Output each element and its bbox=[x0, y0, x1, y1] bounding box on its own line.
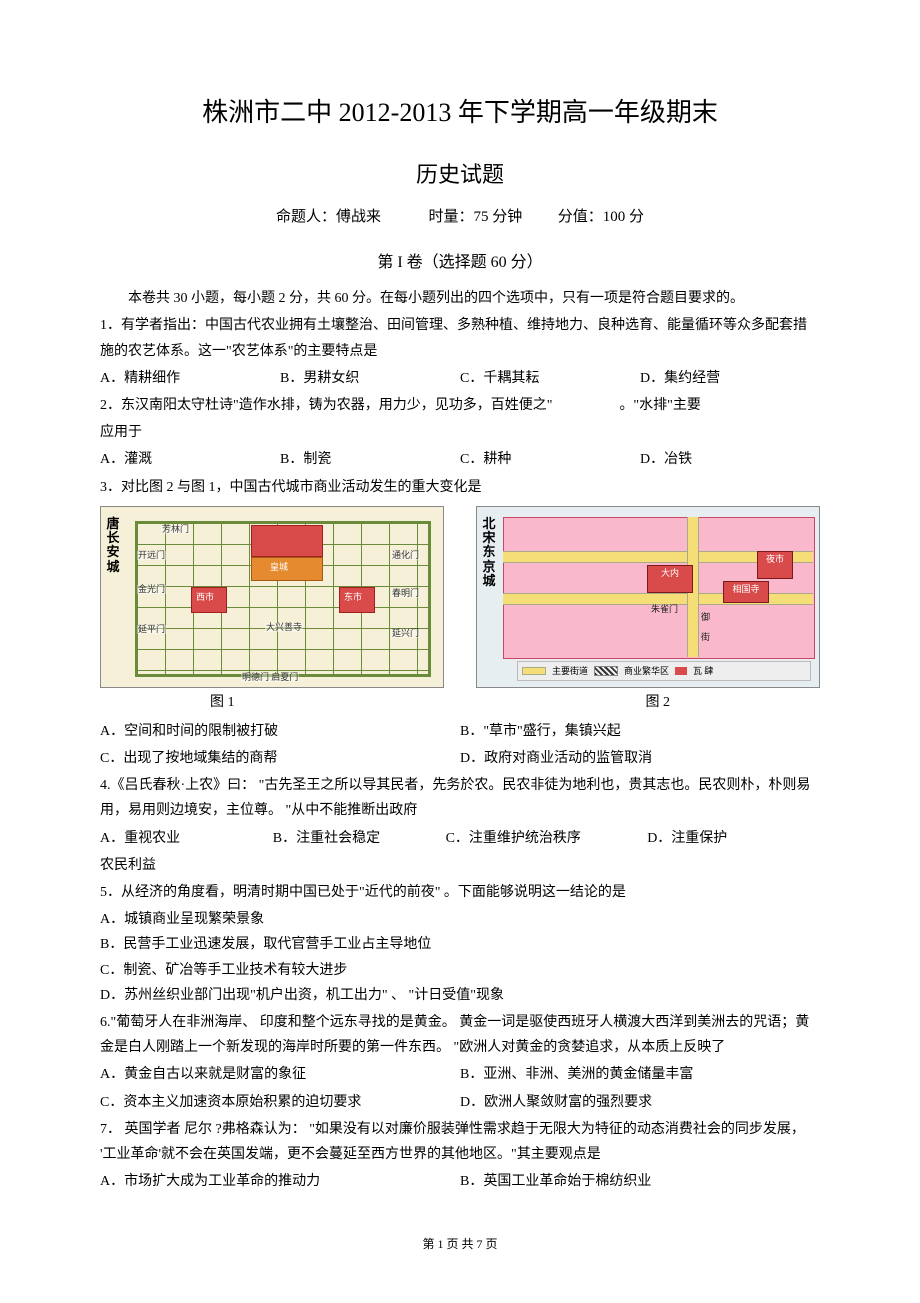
map-row: 唐长安城 芳林门 开远门 金光门 延平门 西市 皇城 通化门 春明门 延兴门 东… bbox=[100, 506, 820, 688]
legend-zone-swatch bbox=[594, 666, 618, 676]
q1-stem: 1．有学者指出：中国古代农业拥有土壤整治、田间管理、多熟种植、维持地力、良种选育… bbox=[100, 313, 820, 363]
map2-lbl-zhuque: 朱雀门 bbox=[651, 605, 678, 614]
q4-opt-a: A．重视农业 bbox=[100, 826, 273, 851]
score-label: 分值：100 分 bbox=[558, 209, 644, 225]
q2-opt-d: D．冶铁 bbox=[640, 447, 820, 472]
q3-opt-b: B．"草市"盛行，集镇兴起 bbox=[460, 719, 820, 744]
map2-xiangsi: 相国寺 bbox=[723, 581, 769, 603]
q3-options-cd: C．出现了按地域集结的商帮 D．政府对商业活动的监管取消 bbox=[100, 746, 820, 771]
q4-opt-d: D．注重保护 bbox=[647, 826, 820, 851]
map2-title: 北宋东京城 bbox=[481, 517, 497, 588]
q6-opt-a: A．黄金自古以来就是财富的象征 bbox=[100, 1062, 460, 1087]
q2-opt-a: A．灌溉 bbox=[100, 447, 280, 472]
intro-text: 本卷共 30 小题，每小题 2 分，共 60 分。在每小题列出的四个选项中，只有… bbox=[100, 286, 820, 311]
q7-options-ab: A．市场扩大成为工业革命的推动力 B．英国工业革命始于棉纺织业 bbox=[100, 1169, 820, 1194]
q7-stem: 7． 英国学者 尼尔 ?弗格森认为： "如果没有以对廉价服装弹性需求趋于无限大为… bbox=[100, 1117, 820, 1167]
legend-road-swatch bbox=[522, 667, 546, 675]
exam-page: 株洲市二中 2012-2013 年下学期高一年级期末 历史试题 命题人：傅战来 … bbox=[0, 0, 920, 1296]
q2-options: A．灌溉 B．制瓷 C．耕种 D．冶铁 bbox=[100, 447, 820, 472]
meta-line: 命题人：傅战来 时量：75 分钟 分值：100 分 bbox=[100, 204, 820, 231]
q3-stem: 3．对比图 2 与图 1，中国古代城市商业活动发生的重大变化是 bbox=[100, 475, 820, 500]
author-label: 命题人：傅战来 bbox=[276, 209, 381, 225]
q1-opt-b: B．男耕女织 bbox=[280, 366, 460, 391]
page-footer: 第 1 页 共 7 页 bbox=[100, 1234, 820, 1256]
q6-opt-d: D．欧洲人聚敛财富的强烈要求 bbox=[460, 1090, 820, 1115]
map1-lbl-fanglin: 芳林门 bbox=[161, 525, 190, 534]
legend-road-label: 主要街道 bbox=[552, 663, 588, 679]
q3-opt-c: C．出现了按地域集结的商帮 bbox=[100, 746, 460, 771]
map1-lbl-yanxing: 延兴门 bbox=[391, 629, 420, 638]
q1-opt-c: C．千耦其耘 bbox=[460, 366, 640, 391]
map2-danei: 大内 bbox=[647, 565, 693, 593]
q2-opt-b: B．制瓷 bbox=[280, 447, 460, 472]
q6-opt-c: C．资本主义加速资本原始积累的迫切要求 bbox=[100, 1090, 460, 1115]
legend-wa-swatch bbox=[675, 667, 687, 675]
q3-opt-a: A．空间和时间的限制被打破 bbox=[100, 719, 460, 744]
q1-opt-a: A．精耕细作 bbox=[100, 366, 280, 391]
time-label: 时量：75 分钟 bbox=[428, 209, 522, 225]
map2-caption: 图 2 bbox=[646, 690, 671, 715]
map1-lbl-chunming: 春明门 bbox=[391, 589, 420, 598]
q5-stem: 5．从经济的角度看，明清时期中国已处于"近代的前夜" 。下面能够说明这一结论的是 bbox=[100, 880, 820, 905]
map-captions: 图 1 图 2 bbox=[100, 690, 820, 715]
legend-zone-label: 商业繁华区 bbox=[624, 663, 669, 679]
map1-lbl-tonghua: 通化门 bbox=[391, 551, 420, 560]
q3-opt-d: D．政府对商业活动的监管取消 bbox=[460, 746, 820, 771]
q4-opt-c: C．注重维护统治秩序 bbox=[446, 826, 648, 851]
section-header: 第 I 卷（选择题 60 分） bbox=[100, 249, 820, 278]
q5-opt-d: D．苏州丝织业部门出现"机户出资，机工出力" 、 "计日受值"现象 bbox=[100, 983, 820, 1008]
map1-lbl-kaiyuan: 开远门 bbox=[137, 551, 166, 560]
q5-options: A．城镇商业呈现繁荣景象 B．民营手工业迅速发展，取代官营手工业占主导地位 C．… bbox=[100, 907, 820, 1008]
map1-title: 唐长安城 bbox=[105, 517, 121, 574]
map1: 唐长安城 芳林门 开远门 金光门 延平门 西市 皇城 通化门 春明门 延兴门 东… bbox=[100, 506, 444, 688]
map1-lbl-yanping: 延平门 bbox=[137, 625, 166, 634]
q4-options: A．重视农业 B．注重社会稳定 C．注重维护统治秩序 D．注重保护 bbox=[100, 826, 820, 851]
legend-wa-label: 瓦 肆 bbox=[693, 663, 713, 679]
q4-opt-b: B．注重社会稳定 bbox=[273, 826, 446, 851]
map1-lbl-mingde: 明德门 启夏门 bbox=[241, 673, 299, 682]
map1-lbl-xishi: 西市 bbox=[195, 593, 215, 602]
map2-lbl-jie: 街 bbox=[701, 633, 710, 642]
q6-options-cd: C．资本主义加速资本原始积累的迫切要求 D．欧洲人聚敛财富的强烈要求 bbox=[100, 1090, 820, 1115]
q1-opt-d: D．集约经营 bbox=[640, 366, 820, 391]
q2-stem-c: 应用于 bbox=[100, 420, 820, 445]
q6-opt-b: B．亚洲、非洲、美洲的黄金储量丰富 bbox=[460, 1062, 820, 1087]
q5-opt-b: B．民营手工业迅速发展，取代官营手工业占主导地位 bbox=[100, 932, 820, 957]
q2-stem-a: 2．东汉南阳太守杜诗"造作水排，铸为农器，用力少，见功多，百姓便之" bbox=[100, 398, 552, 413]
map2-yeshi: 夜市 bbox=[757, 551, 793, 579]
q6-stem: 6."葡萄牙人在非洲海岸、 印度和整个远东寻找的是黄金。 黄金一词是驱使西班牙人… bbox=[100, 1010, 820, 1060]
map1-caption: 图 1 bbox=[210, 690, 235, 715]
q2-opt-c: C．耕种 bbox=[460, 447, 640, 472]
title-sub: 历史试题 bbox=[100, 155, 820, 195]
q4-opt-d-cont: 农民利益 bbox=[100, 853, 820, 878]
q6-options-ab: A．黄金自古以来就是财富的象征 B．亚洲、非洲、美洲的黄金储量丰富 bbox=[100, 1062, 820, 1087]
q1-options: A．精耕细作 B．男耕女织 C．千耦其耘 D．集约经营 bbox=[100, 366, 820, 391]
map1-lbl-huangcheng: 皇城 bbox=[269, 563, 289, 572]
map1-lbl-dongshi: 东市 bbox=[343, 593, 363, 602]
map2: 北宋东京城 大内 夜市 相国寺 朱雀门 御 街 主要街道 商业繁华区 瓦 肆 bbox=[476, 506, 820, 688]
q7-opt-b: B．英国工业革命始于棉纺织业 bbox=[460, 1169, 820, 1194]
map1-lbl-jinguang: 金光门 bbox=[137, 585, 166, 594]
q2-stem-b: 。"水排"主要 bbox=[619, 398, 700, 413]
title-main: 株洲市二中 2012-2013 年下学期高一年级期末 bbox=[100, 90, 820, 137]
q5-opt-a: A．城镇商业呈现繁荣景象 bbox=[100, 907, 820, 932]
map2-legend: 主要街道 商业繁华区 瓦 肆 bbox=[517, 661, 811, 681]
q5-opt-c: C．制瓷、矿冶等手工业技术有较大进步 bbox=[100, 958, 820, 983]
map1-palace bbox=[251, 525, 323, 557]
q2-stem: 2．东汉南阳太守杜诗"造作水排，铸为农器，用力少，见功多，百姓便之" 。"水排"… bbox=[100, 393, 820, 418]
q3-options-ab: A．空间和时间的限制被打破 B．"草市"盛行，集镇兴起 bbox=[100, 719, 820, 744]
q4-stem: 4.《吕氏春秋·上农》曰： "古先圣王之所以导其民者，先务於农。民农非徒为地利也… bbox=[100, 773, 820, 823]
map1-lbl-daxingshan: 大兴善寺 bbox=[265, 623, 303, 632]
map2-lbl-yu: 御 bbox=[701, 613, 710, 622]
q7-opt-a: A．市场扩大成为工业革命的推动力 bbox=[100, 1169, 460, 1194]
